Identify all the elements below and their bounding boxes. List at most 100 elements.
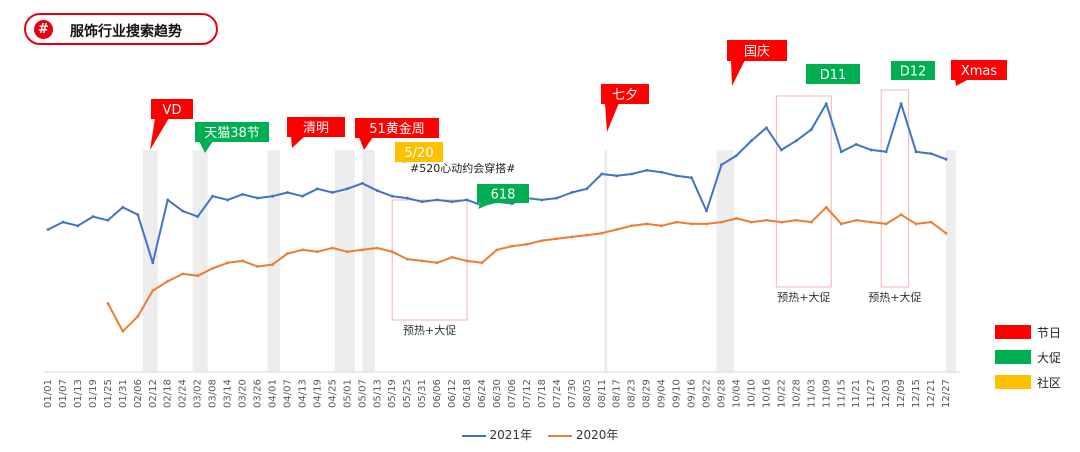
data-point bbox=[435, 261, 439, 265]
legend-swatch-community bbox=[995, 375, 1031, 389]
callout-box bbox=[891, 61, 935, 80]
data-point bbox=[61, 220, 65, 224]
data-point bbox=[675, 174, 679, 178]
data-point bbox=[884, 150, 888, 154]
callout-label: 618 bbox=[491, 188, 516, 203]
data-point bbox=[809, 128, 813, 132]
legend-label-promo: 大促 bbox=[1037, 351, 1062, 365]
data-point bbox=[510, 244, 514, 248]
shaded-period-7 bbox=[946, 150, 956, 372]
callout-label: 天猫38节 bbox=[204, 126, 260, 141]
x-tick-label: 05/25 bbox=[402, 379, 413, 408]
x-tick-label: 01/01 bbox=[43, 379, 54, 408]
x-tick-label: 03/20 bbox=[238, 379, 249, 408]
presale-box-1 bbox=[775, 95, 832, 288]
x-tick-label: 04/13 bbox=[297, 379, 308, 408]
data-point bbox=[286, 191, 289, 194]
x-tick-label: 04/19 bbox=[312, 379, 323, 408]
data-point bbox=[106, 302, 110, 305]
data-point bbox=[136, 315, 140, 318]
data-point bbox=[181, 272, 185, 276]
data-point bbox=[106, 218, 110, 222]
x-tick-label: 10/28 bbox=[791, 379, 802, 408]
x-tick-label: 10/16 bbox=[761, 379, 772, 408]
data-point bbox=[794, 218, 798, 222]
data-point bbox=[570, 191, 574, 194]
data-point bbox=[630, 172, 634, 176]
presale-label-1: 预热+大促 bbox=[777, 290, 830, 304]
x-tick-label: 01/31 bbox=[118, 379, 129, 408]
x-tick-label: 02/12 bbox=[148, 379, 159, 408]
data-point bbox=[121, 205, 125, 209]
data-point bbox=[690, 176, 693, 180]
x-tick-label: 06/06 bbox=[432, 379, 443, 408]
data-point bbox=[420, 259, 424, 263]
x-tick-label: 04/25 bbox=[327, 379, 338, 408]
x-tick-label: 01/07 bbox=[58, 379, 69, 408]
data-point bbox=[914, 222, 918, 226]
callout-note: #520心动约会穿搭# bbox=[410, 161, 515, 175]
data-point bbox=[495, 248, 499, 252]
data-point bbox=[645, 168, 649, 172]
x-tick-label: 01/19 bbox=[88, 379, 99, 408]
x-tick-label: 04/07 bbox=[282, 379, 293, 408]
x-tick-label: 08/23 bbox=[627, 379, 638, 408]
callout-box bbox=[806, 64, 860, 84]
x-tick-label: 08/29 bbox=[642, 379, 653, 408]
data-point bbox=[555, 237, 559, 241]
data-point bbox=[345, 250, 349, 254]
x-tick-label: 06/24 bbox=[477, 379, 488, 408]
x-tick-label: 07/18 bbox=[537, 379, 548, 408]
x-tick-label: 09/16 bbox=[687, 379, 698, 408]
data-point bbox=[660, 170, 664, 174]
legend-label-community: 社区 bbox=[1037, 376, 1062, 390]
data-point bbox=[196, 215, 200, 218]
x-tick-label: 07/12 bbox=[522, 379, 533, 408]
data-point bbox=[929, 220, 933, 224]
data-point bbox=[465, 198, 469, 202]
chart-title: 服饰行业搜索趋势 bbox=[70, 24, 182, 40]
x-tick-label: 02/24 bbox=[178, 379, 189, 408]
callout-pointer bbox=[605, 103, 619, 132]
x-tick-label: 05/13 bbox=[372, 379, 383, 408]
data-point bbox=[839, 222, 843, 226]
data-point bbox=[854, 218, 858, 222]
x-tick-label: 12/15 bbox=[911, 379, 922, 408]
data-point bbox=[779, 148, 783, 152]
x-tick-label: 01/25 bbox=[103, 379, 114, 408]
x-tick-label: 11/15 bbox=[836, 379, 847, 408]
data-point bbox=[211, 194, 215, 198]
shaded-period-5 bbox=[604, 150, 608, 372]
data-point bbox=[869, 148, 873, 152]
x-tick-label: 02/18 bbox=[163, 379, 174, 408]
presale-label-2: 预热+大促 bbox=[868, 290, 921, 304]
data-point bbox=[450, 255, 454, 259]
x-tick-label: 09/22 bbox=[702, 379, 713, 408]
callout-pointer bbox=[199, 141, 213, 153]
callout-box bbox=[951, 60, 1007, 80]
x-tick-label: 06/12 bbox=[447, 379, 458, 408]
data-point bbox=[884, 222, 888, 226]
data-point bbox=[360, 248, 364, 252]
legend-item-2021: 2021年 bbox=[461, 426, 532, 443]
data-point bbox=[211, 266, 215, 270]
data-point bbox=[809, 220, 813, 224]
callout-label: 5/20 bbox=[404, 146, 433, 161]
data-point bbox=[615, 174, 619, 178]
data-point bbox=[750, 139, 753, 143]
data-point bbox=[750, 220, 753, 224]
series-line-2021 bbox=[47, 102, 947, 264]
presale-label-0: 预热+大促 bbox=[403, 323, 456, 337]
x-tick-label: 10/22 bbox=[776, 379, 787, 408]
x-tick-label: 06/18 bbox=[462, 379, 473, 408]
data-point bbox=[256, 265, 259, 268]
legend-item-2020: 2020年 bbox=[547, 426, 619, 443]
x-tick-label: 11/03 bbox=[806, 379, 817, 408]
data-point bbox=[720, 220, 723, 224]
data-point bbox=[226, 198, 230, 202]
legend-label-2020: 2020年 bbox=[575, 428, 619, 442]
data-point bbox=[645, 222, 649, 226]
data-point bbox=[435, 198, 439, 202]
data-point bbox=[450, 200, 454, 204]
x-tick-label: 10/10 bbox=[746, 379, 757, 408]
